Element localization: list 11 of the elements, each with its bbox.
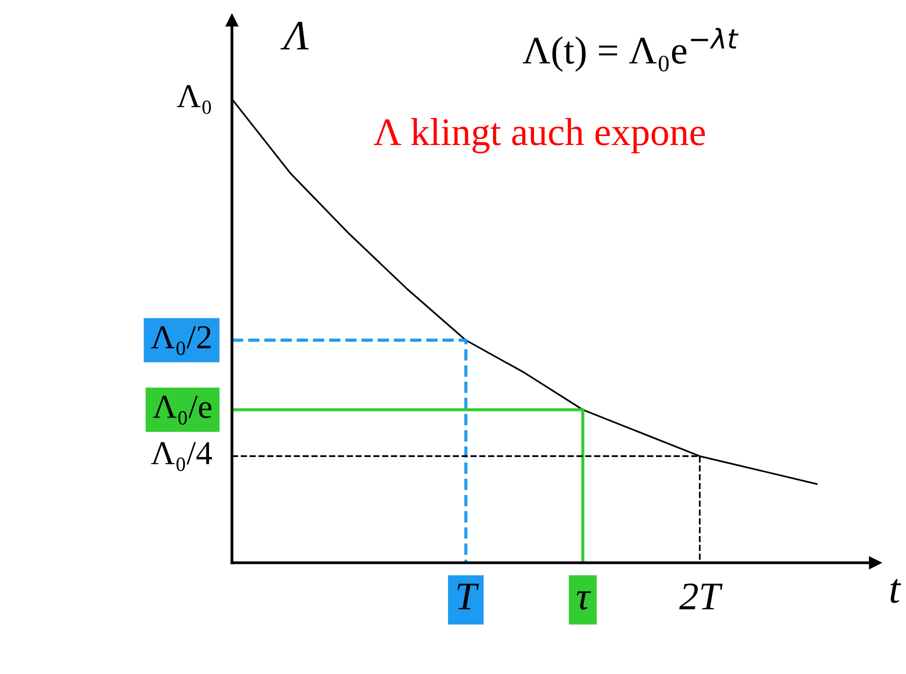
ref-line-label: Λ₀/2 — [151, 326, 211, 356]
x-tick-label: 2T — [679, 583, 723, 610]
x-tick-label: T — [458, 584, 479, 610]
ref-line-label: Λ₀/e — [152, 396, 212, 425]
x-axis-title: t — [890, 579, 902, 603]
y-axis-title: Λ — [280, 22, 309, 50]
annotation: Λ klingt auch expone — [374, 118, 705, 154]
ref-line-label: Λ₀/4 — [151, 442, 212, 472]
x-tick-label: τ — [576, 591, 591, 610]
text: Λ₀ — [177, 85, 211, 114]
text: Λ(t) = Λ₀e$^{−λt}$ — [522, 28, 739, 72]
